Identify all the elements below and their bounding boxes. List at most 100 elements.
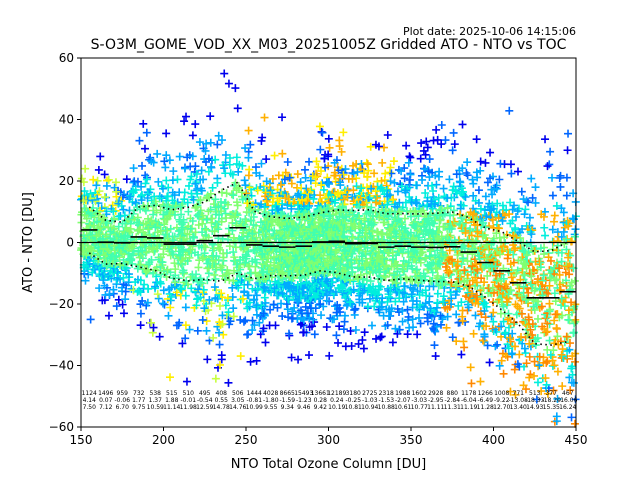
scatter-point [434, 172, 443, 181]
scatter-point [559, 208, 568, 217]
bin-stat-count: 1496 [98, 390, 113, 397]
scatter-point [514, 256, 523, 265]
scatter-point [238, 195, 247, 204]
bin-stat-std: 14.76 [229, 404, 246, 411]
scatter-point [499, 317, 508, 326]
scatter-point [242, 252, 251, 261]
scatter-point [259, 324, 268, 333]
scatter-point [191, 120, 200, 129]
scatter-point [415, 313, 424, 322]
scatter-point [537, 302, 546, 311]
scatter-point [211, 374, 220, 383]
scatter-point [325, 143, 334, 152]
scatter-point [367, 321, 376, 330]
scatter-point [274, 171, 283, 180]
scatter-point [531, 198, 540, 207]
scatter-point [262, 155, 271, 164]
scatter-point [225, 153, 234, 162]
scatter-point [504, 267, 513, 276]
scatter-point [86, 315, 95, 324]
scatter-point [77, 218, 86, 227]
scatter-point [433, 298, 442, 307]
scatter-point [266, 305, 275, 314]
scatter-point [246, 140, 255, 149]
scatter-point [297, 313, 306, 322]
scatter-point [375, 251, 384, 260]
scatter-point [136, 276, 145, 285]
scatter-point [317, 181, 326, 190]
scatter-point [436, 216, 445, 225]
scatter-point [90, 213, 99, 222]
scatter-point [553, 332, 562, 341]
scatter-point [132, 199, 141, 208]
scatter-point [378, 186, 387, 195]
scatter-point [532, 395, 541, 404]
scatter-point [443, 204, 452, 213]
scatter-point [550, 361, 559, 370]
scatter-point [325, 351, 334, 360]
scatter-point [404, 312, 413, 321]
scatter-point [316, 300, 325, 309]
scatter-point [325, 179, 334, 188]
scatter-point [482, 302, 491, 311]
scatter-point [305, 157, 314, 166]
scatter-point [121, 295, 130, 304]
scatter-point [227, 190, 236, 199]
scatter-point [548, 173, 557, 182]
bin-stat-count: 13661 [311, 390, 330, 397]
scatter-point [244, 171, 253, 180]
scatter-point [476, 319, 485, 328]
scatter-point [512, 213, 521, 222]
scatter-point [192, 169, 201, 178]
scatter-point [537, 387, 546, 396]
scatter-point [245, 298, 254, 307]
scatter-point [198, 254, 207, 263]
scatter-point [451, 291, 460, 300]
bin-stat-mean: -0.01 [180, 397, 196, 404]
scatter-point [433, 289, 442, 298]
scatter-point [418, 175, 427, 184]
scatter-point [511, 300, 520, 309]
scatter-point [486, 174, 495, 183]
scatter-point [258, 249, 267, 258]
bin-stat-std: 7.50 [83, 404, 97, 411]
bin-stat-mean: 1.37 [149, 397, 163, 404]
scatter-point [231, 84, 240, 93]
bin-stat-std: 16.24 [559, 404, 576, 411]
scatter-point [201, 146, 210, 155]
scatter-point [353, 264, 362, 273]
scatter-point [162, 267, 171, 276]
scatter-point [472, 135, 481, 144]
scatter-point [198, 219, 207, 228]
scatter-point [133, 213, 142, 222]
scatter-point [403, 330, 412, 339]
scatter-point [271, 277, 280, 286]
scatter-point [341, 245, 350, 254]
scatter-point [488, 262, 497, 271]
scatter-point [166, 224, 175, 233]
bin-stat-count: 1266 [478, 390, 493, 397]
scatter-point [538, 322, 547, 331]
scatter-point [363, 202, 372, 211]
scatter-point [253, 302, 262, 311]
scatter-point [211, 155, 220, 164]
scatter-point [448, 146, 457, 155]
scatter-point [466, 363, 475, 372]
scatter-point [140, 280, 149, 289]
scatter-point [449, 128, 458, 137]
scatter-point [519, 259, 528, 268]
scatter-point [236, 352, 245, 361]
scatter-point [215, 360, 224, 369]
scatter-point [210, 270, 219, 279]
scatter-point [457, 298, 466, 307]
scatter-point [469, 239, 478, 248]
bin-stat-count: 1124 [82, 390, 97, 397]
scatter-point [420, 242, 429, 251]
scatter-point [182, 112, 191, 121]
x-tick-label: 150 [70, 433, 93, 447]
x-axis-ticks: 150 200 250 300 350 400 450 [70, 427, 587, 447]
bin-statistics: 11244.147.5014960.077.12959-0.066.707321… [82, 390, 578, 411]
scatter-point [398, 306, 407, 315]
scatter-point [452, 310, 461, 319]
